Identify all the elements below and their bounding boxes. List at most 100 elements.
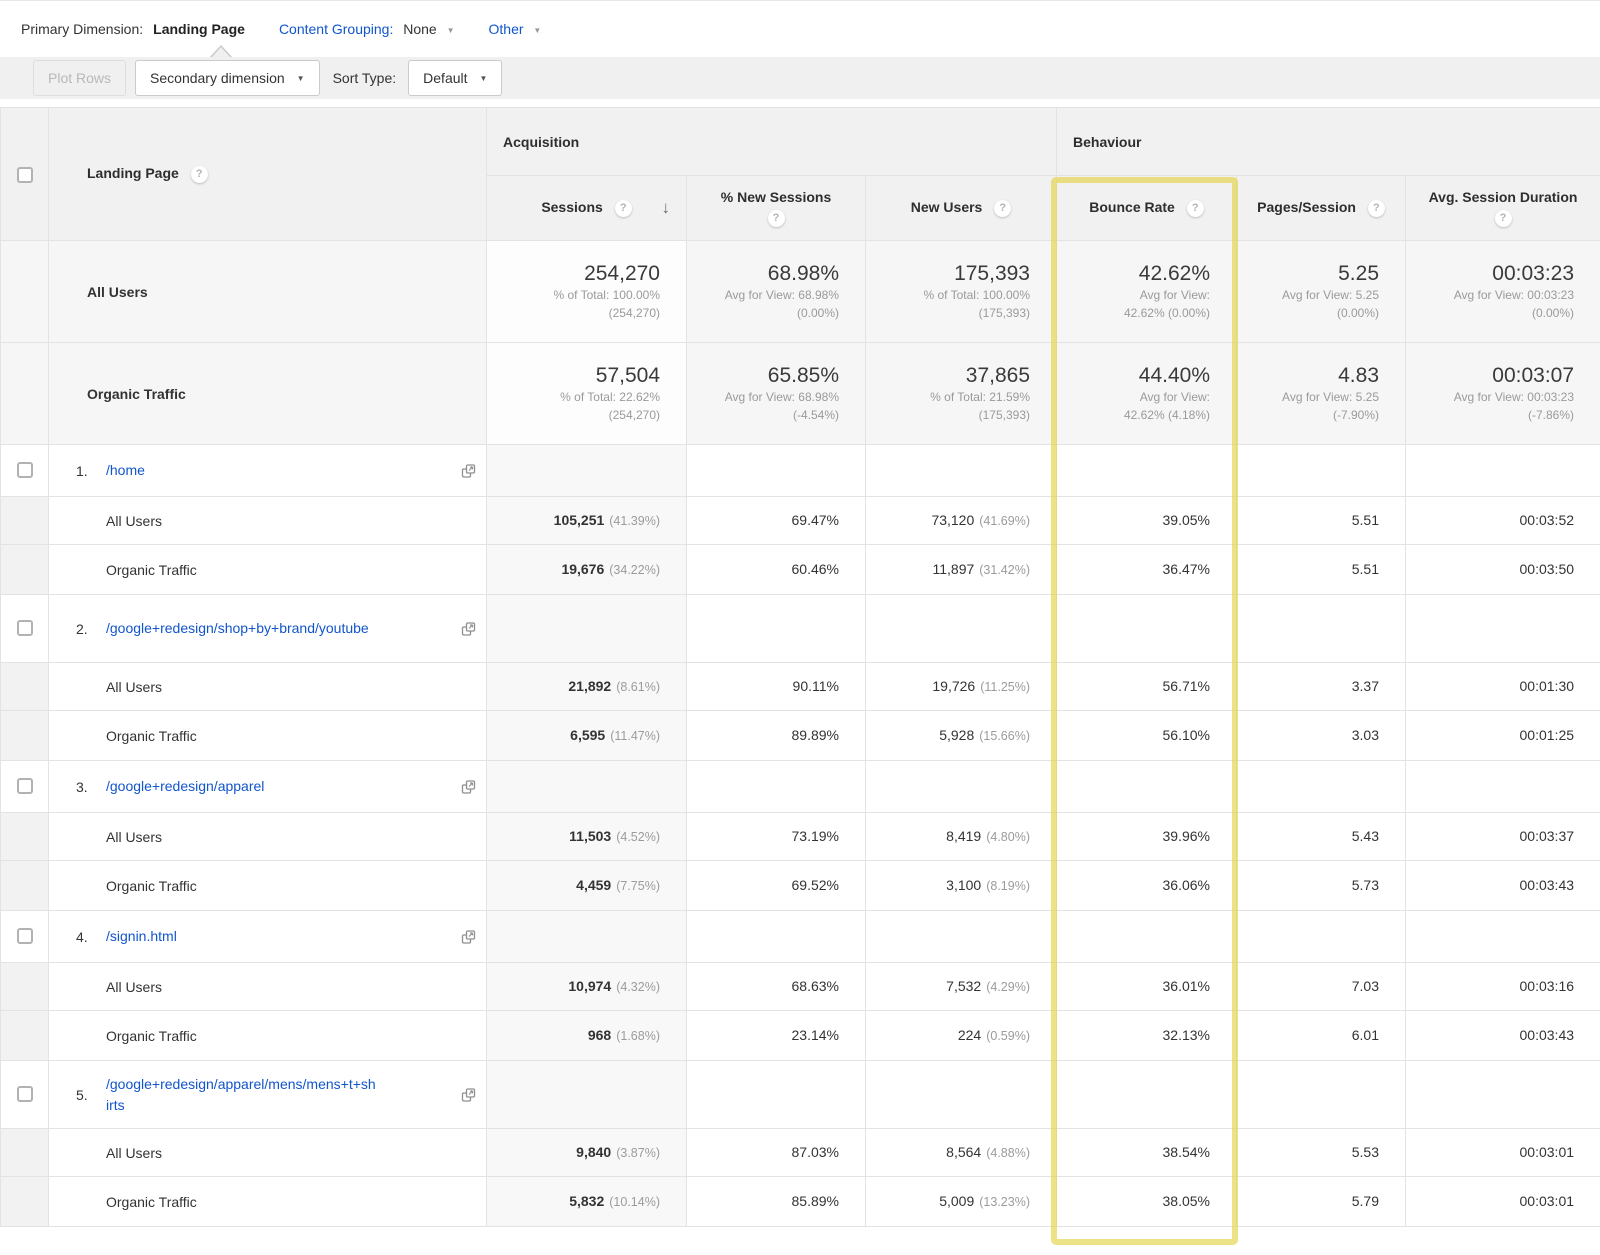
new-users-percent: (4.88%): [986, 1145, 1030, 1160]
new-sessions-value: 90.11%: [792, 677, 839, 694]
segment-row: Organic Traffic 968 (1.68%) 23.14% 224 (0.…: [0, 1010, 1600, 1061]
other-link[interactable]: Other: [488, 21, 524, 37]
help-icon[interactable]: ?: [1367, 199, 1385, 217]
new-users-value: 19,726: [932, 677, 976, 694]
new-users-percent: (15.66%): [979, 728, 1030, 743]
empty-cell: [0, 1010, 49, 1061]
secondary-dimension-button[interactable]: Secondary dimension ▼: [135, 60, 320, 96]
summary-duration-cell: 00:03:07 Avg for View: 00:03:23 (-7.86%): [1404, 342, 1600, 445]
column-header-pages-session[interactable]: Pages/Session ?: [1236, 175, 1406, 241]
sessions-percent: (4.52%): [616, 829, 660, 844]
primary-dimension-label: Primary Dimension:: [21, 21, 144, 37]
avg-duration-cell: 00:03:52: [1404, 496, 1600, 545]
avg-duration-value: 00:03:01: [1519, 1192, 1575, 1209]
row-number: 1.: [76, 462, 88, 479]
new-sessions-value: 73.19%: [791, 827, 839, 844]
avg-duration-value: 00:03:43: [1519, 876, 1575, 893]
open-in-new-icon[interactable]: [461, 779, 476, 794]
summary-new-sessions-cell: 68.98% Avg for View: 68.98% (0.00%): [686, 240, 866, 343]
open-in-new-icon[interactable]: [461, 929, 476, 944]
open-in-new-icon[interactable]: [461, 1087, 476, 1102]
content-grouping-link[interactable]: Content Grouping:: [278, 21, 394, 37]
sessions-value: 105,251: [553, 511, 605, 528]
segment-row: Organic Traffic 5,832 (10.14%) 85.89% 5,0…: [0, 1176, 1600, 1227]
pages-session-value: 5.51: [1351, 560, 1379, 577]
segment-label: Organic Traffic: [48, 1176, 487, 1227]
new-sessions-cell: 60.46%: [686, 544, 866, 595]
bounce-rate-value: 38.05%: [1162, 1192, 1210, 1209]
open-in-new-icon[interactable]: [461, 463, 476, 478]
avg-duration-value: 00:03:16: [1519, 977, 1575, 994]
column-header-avg-duration[interactable]: Avg. Session Duration ?: [1404, 175, 1600, 241]
column-header-new-sessions[interactable]: % New Sessions ?: [686, 175, 866, 241]
row-checkbox[interactable]: [16, 462, 33, 479]
landing-page-link[interactable]: /google+redesign/apparel: [106, 778, 265, 794]
column-header-bounce-rate[interactable]: Bounce Rate ?: [1056, 175, 1237, 241]
empty-cell: [0, 544, 49, 595]
column-header-new-users[interactable]: New Users ?: [865, 175, 1057, 241]
landing-page-link[interactable]: /signin.html: [106, 928, 177, 944]
plot-rows-button[interactable]: Plot Rows: [33, 60, 127, 96]
pages-session-value: 5.51: [1351, 511, 1379, 528]
landing-page-link[interactable]: /google+redesign/apparel/mens/mens+t+shi…: [106, 1075, 376, 1113]
new-users-value: 5,009: [939, 1192, 975, 1209]
content-grouping-control[interactable]: Content Grouping: None ▼: [279, 21, 455, 37]
summary-duration-cell: 00:03:23 Avg for View: 00:03:23 (0.00%): [1404, 240, 1600, 343]
landing-page-link[interactable]: /google+redesign/shop+by+brand/youtube: [106, 620, 369, 636]
sessions-percent: (11.47%): [610, 728, 660, 743]
sessions-total-sub2: (254,270): [608, 305, 660, 320]
help-icon[interactable]: ?: [1186, 199, 1204, 217]
chevron-down-icon: ▼: [479, 73, 488, 83]
bounce-rate-value: 36.01%: [1162, 977, 1210, 994]
row-checkbox[interactable]: [16, 620, 33, 637]
empty-cell: [0, 240, 49, 343]
help-icon[interactable]: ?: [1494, 210, 1512, 228]
pages-session-cell: 7.03: [1236, 962, 1406, 1011]
empty-cell: [1236, 444, 1406, 497]
landing-page-link[interactable]: /home: [106, 462, 145, 478]
pages-total: 5.25: [1338, 261, 1379, 285]
empty-cell: [0, 342, 49, 445]
group-header-behaviour: Behaviour: [1055, 107, 1600, 176]
select-all-checkbox[interactable]: [16, 166, 33, 183]
avg-duration-value: 00:01:30: [1519, 677, 1575, 694]
pages-total: 4.83: [1338, 363, 1379, 387]
row-checkbox[interactable]: [16, 928, 33, 945]
new-users-cell: 11,897 (31.42%): [865, 544, 1057, 595]
new-sessions-total-sub2: (0.00%): [796, 305, 839, 320]
column-header-landing-page[interactable]: Landing Page ?: [48, 107, 487, 241]
avg-duration-header-label: Avg. Session Duration: [1428, 188, 1578, 205]
bounce-total-sub: Avg for View:: [1139, 390, 1210, 405]
help-icon[interactable]: ?: [614, 199, 632, 217]
sessions-percent: (7.75%): [616, 878, 660, 893]
empty-cell: [686, 910, 866, 963]
sort-type-select[interactable]: Default ▼: [408, 60, 503, 96]
empty-cell: [1404, 910, 1600, 963]
sessions-total-sub2: (254,270): [608, 407, 660, 422]
row-checkbox[interactable]: [16, 778, 33, 795]
open-in-new-icon[interactable]: [461, 621, 476, 636]
row-checkbox[interactable]: [16, 1086, 33, 1103]
help-icon[interactable]: ?: [994, 199, 1012, 217]
avg-duration-cell: 00:01:25: [1404, 710, 1600, 761]
sessions-value: 10,974: [568, 977, 612, 994]
chevron-down-icon: ▼: [446, 26, 455, 35]
help-icon[interactable]: ?: [767, 210, 785, 228]
help-icon[interactable]: ?: [190, 165, 208, 183]
new-sessions-value: 85.89%: [791, 1192, 839, 1209]
row-checkbox-cell: [0, 594, 49, 663]
segment-label: Organic Traffic: [48, 710, 487, 761]
new-users-value: 5,928: [939, 726, 975, 743]
pages-session-value: 3.37: [1351, 677, 1379, 694]
avg-duration-cell: 00:03:01: [1404, 1176, 1600, 1227]
column-header-sessions[interactable]: Sessions ? ↓: [486, 175, 687, 241]
landing-page-cell: 2. /google+redesign/shop+by+brand/youtube: [48, 594, 487, 663]
duration-total-sub: Avg for View: 00:03:23: [1453, 288, 1575, 303]
pages-session-value: 5.53: [1351, 1143, 1379, 1160]
content-grouping-value[interactable]: None: [403, 21, 437, 37]
dimension-landing-page[interactable]: Landing Page: [153, 21, 245, 37]
group-header-acquisition: Acquisition: [486, 107, 1057, 176]
other-dimension-control[interactable]: Other ▼: [489, 21, 542, 37]
sort-descending-icon[interactable]: ↓: [661, 198, 671, 217]
sessions-total: 57,504: [595, 363, 660, 387]
